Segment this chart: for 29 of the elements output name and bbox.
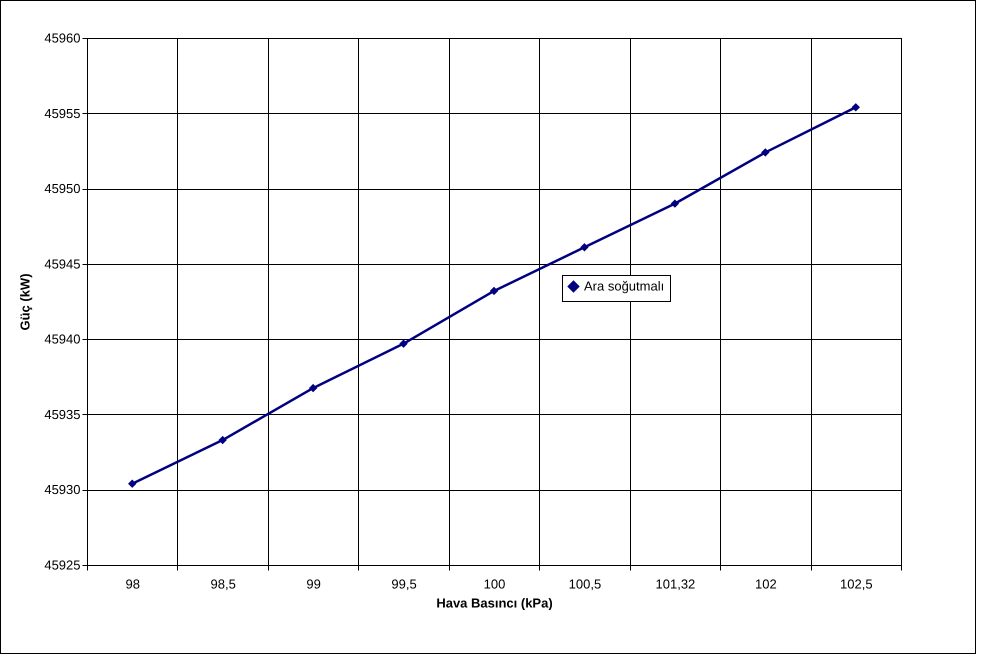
y-tick-label: 45945	[44, 256, 80, 272]
y-tick-label: 45940	[44, 332, 80, 347]
x-tick-label: 100,5	[568, 576, 602, 592]
point	[761, 148, 770, 157]
x-tick-label: 102	[754, 576, 777, 592]
y-axis-title: Güç (kW)	[17, 273, 32, 331]
point	[580, 243, 589, 252]
point	[218, 436, 227, 444]
legend-label: Ara soğutmalı	[584, 278, 664, 294]
point	[670, 199, 680, 208]
x-tick-label: 98,5	[210, 576, 236, 592]
x-tick-label: 100	[484, 576, 506, 592]
point	[128, 480, 136, 488]
x-tick-label: 98	[125, 576, 140, 592]
x-tick-label: 102,5	[840, 576, 873, 592]
point	[399, 339, 408, 348]
y-tick-label: 45955	[44, 106, 80, 121]
y-tick-label: 45935	[44, 406, 80, 422]
point	[852, 103, 860, 112]
point	[308, 384, 318, 392]
y-tick-label: 45960	[44, 30, 80, 46]
x-tick-label: 101,32	[656, 576, 696, 592]
x-tick-label: 99	[306, 576, 321, 592]
y-tick-label: 45930	[44, 482, 80, 498]
y-tick-label: 45925	[44, 558, 80, 572]
y-tick-label: 45950	[44, 181, 80, 196]
x-axis-title: Hava Basıncı (kPa)	[436, 596, 553, 610]
point	[490, 286, 498, 296]
x-tick-label: 99,5	[391, 576, 417, 592]
